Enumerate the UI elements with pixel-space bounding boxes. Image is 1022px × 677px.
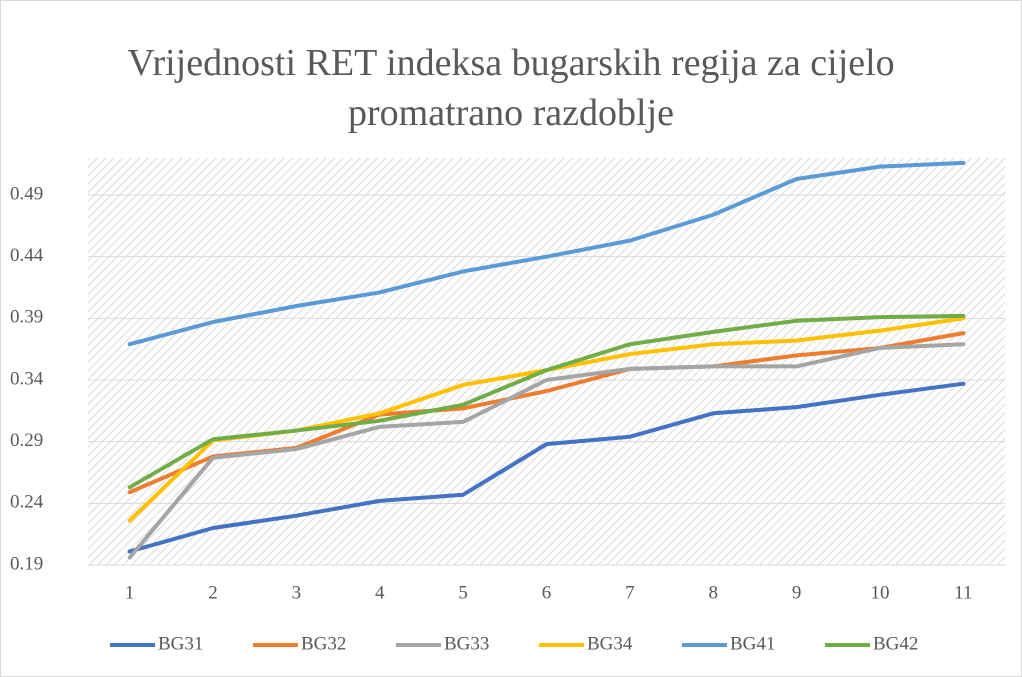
y-tick-label: 0.44 — [10, 245, 44, 266]
y-tick-label: 0.49 — [10, 183, 43, 204]
chart-title: Vrijednosti RET indeksa bugarskih regija… — [127, 42, 895, 134]
x-tick-label: 3 — [292, 582, 302, 603]
legend-label: BG42 — [873, 633, 918, 654]
series-line — [127, 160, 966, 347]
legend-label: BG33 — [444, 633, 489, 654]
x-tick-label: 2 — [208, 582, 218, 603]
y-tick-label: 0.24 — [10, 492, 44, 513]
series-line — [127, 313, 966, 490]
y-tick-label: 0.34 — [10, 368, 44, 389]
x-tick-label: 10 — [870, 582, 889, 603]
y-tick-label: 0.19 — [10, 553, 43, 574]
x-tick-label: 4 — [375, 582, 385, 603]
legend-label: BG34 — [587, 633, 633, 654]
x-tick-label: 1 — [125, 582, 135, 603]
x-tick-label: 8 — [708, 582, 718, 603]
x-tick-label: 5 — [458, 582, 468, 603]
series-line — [127, 381, 966, 554]
x-tick-label: 9 — [792, 582, 802, 603]
y-tick-label: 0.39 — [10, 307, 43, 328]
legend-label: BG31 — [158, 633, 203, 654]
x-tick-label: 6 — [542, 582, 552, 603]
series-line — [127, 342, 966, 560]
legend-label: BG32 — [301, 633, 346, 654]
plot-area — [88, 158, 1005, 565]
x-tick-label: 11 — [954, 582, 972, 603]
legend-label: BG41 — [730, 633, 775, 654]
x-tick-label: 7 — [625, 582, 635, 603]
y-tick-label: 0.29 — [10, 430, 43, 451]
